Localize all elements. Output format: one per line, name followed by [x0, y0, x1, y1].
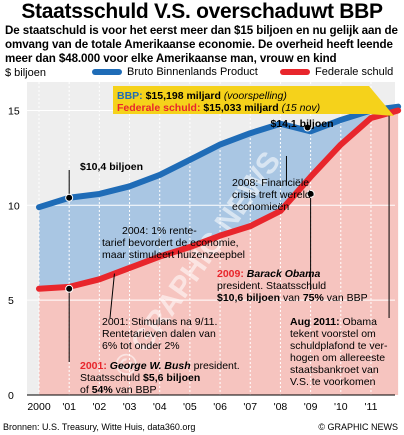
annotation-crisis-2008-line: 2008: Financiële	[232, 177, 309, 189]
info-box-debt: Federale schuld: $15,033 miljard (15 nov…	[117, 102, 320, 114]
annotation-bush-line-1-part-1: George W. Bush	[110, 360, 191, 372]
gdp-area-fill	[39, 106, 399, 289]
info-box-pointer	[369, 86, 394, 116]
legend-gdp-label: Bruto Binnenlands Product	[127, 66, 258, 78]
info-box-debt-part-1: $15,033 miljard	[203, 102, 281, 114]
annotation-rate-2004-line: 2004: 1% rente-	[122, 225, 197, 237]
x-tick-label: '01	[62, 401, 76, 413]
data-marker	[65, 284, 74, 293]
annotation-obama-line-1-part-1: Barack Obama	[247, 268, 321, 280]
annotation-bush-line-1-part-0: 2001:	[80, 360, 110, 372]
legend-debt-label: Federale schuld	[315, 66, 394, 78]
annotation-stimulus-line: 6% tot onder 2%	[102, 340, 180, 352]
annotation-bush-line-3-part-2: van BBP	[113, 384, 157, 396]
annotation-rate-2004-line: maar stimuleert huizenzeepbel	[102, 249, 245, 261]
annotation-aug-2011-line-part-1: Obama	[343, 316, 378, 328]
x-tick-label: '08	[274, 401, 288, 413]
credit-note: © GRAPHIC NEWS	[318, 422, 398, 432]
debt-series-line	[36, 107, 402, 292]
annotation-rate-2004-line: tarief bevordert de economie,	[102, 237, 239, 249]
annotation-obama-line-3-part-0: $10,6 biljoen	[217, 292, 283, 304]
annotation-stimulus-line: 2001: Stimulans na 9/11.	[102, 316, 217, 328]
legend-debt-swatch	[280, 69, 310, 75]
annotation-aug-2011-line: staatsbankroet van	[290, 364, 379, 376]
info-box-gdp-part-1: $15,198 miljard	[146, 90, 224, 102]
annotation-bush-line-3-part-1: 54%	[92, 384, 114, 396]
x-tick-label: '10	[334, 401, 348, 413]
y-tick-label: 5	[8, 295, 14, 307]
y-tick-label: 0	[8, 390, 14, 402]
annotation-bush-line-2-part-1: $5,6 biljoen	[143, 372, 200, 384]
legend-gdp: Bruto Binnenlands Product	[92, 66, 258, 78]
annotation-bush-line-3: of 54% van BBP	[80, 384, 156, 396]
info-box-gdp-part-0: BBP:	[117, 90, 146, 102]
chart-title: Staatsschuld V.S. overschaduwt BBP	[21, 0, 383, 23]
legend-debt: Federale schuld	[280, 66, 393, 78]
annotation-aug-2011-line: Aug 2011: Obama	[290, 316, 377, 328]
leader-stimulus	[109, 273, 115, 319]
data-marker	[306, 189, 315, 198]
annotation-crisis-2008-line: economieën	[232, 201, 289, 213]
annotation-obama-line-1-part-0: 2009:	[217, 268, 247, 280]
source-note: Bronnen: U.S. Treasury, Witte Huis, data…	[3, 422, 196, 432]
annotation-obama-line-2: president. Staatsschuld	[217, 280, 326, 292]
annotation-aug-2011-line: hogen om allereeste	[290, 352, 385, 364]
info-box-gdp: BBP: $15,198 miljard (voorspelling)	[117, 90, 287, 102]
x-tick-label: '02	[93, 401, 107, 413]
annotation-aug-2011-line-part-0: Aug 2011:	[290, 316, 343, 328]
info-box-background	[113, 86, 369, 114]
annotation-gdp-peak: $14,1 biljoen	[270, 118, 333, 130]
x-tick-label: '09	[304, 401, 318, 413]
chart-subtitle: De staatschuld is voor het eerst meer da…	[5, 24, 398, 65]
annotation-bush-line-1-part-2: president.	[191, 360, 240, 372]
legend-gdp-swatch	[92, 69, 122, 75]
annotation-aug-2011-line: schuldplafond te ver-	[290, 340, 388, 352]
annotation-bush-line-3-part-0: of	[80, 384, 92, 396]
annotation-bush-line-2: Staatsschuld $5,6 biljoen	[80, 372, 200, 384]
gdp-series-line	[36, 103, 402, 211]
x-tick-label: '05	[183, 401, 197, 413]
x-tick-label: '03	[123, 401, 137, 413]
y-tick-label: 10	[8, 200, 20, 212]
x-tick-label: 2000	[27, 401, 51, 413]
annotation-obama-line-1: 2009: Barack Obama	[217, 268, 320, 280]
info-box-gdp-part-2: (voorspelling)	[224, 90, 287, 102]
info-box-debt-part-0: Federale schuld:	[117, 102, 203, 114]
annotation-crisis-2008-line: crisis treft wereld-	[232, 189, 315, 201]
annotation-bush-line-1: 2001: George W. Bush president.	[80, 360, 240, 372]
annotation-obama-line-3-part-1: van	[283, 292, 303, 304]
annotation-aug-2011-line: V.S. te voorkomen	[290, 376, 376, 388]
annotation-gdp-2001: $10,4 biljoen	[80, 161, 143, 173]
x-tick-label: '07	[243, 401, 257, 413]
x-tick-label: '11	[365, 401, 378, 413]
annotation-obama-line-3: $10,6 biljoen van 75% van BBP	[217, 292, 368, 304]
info-box-debt-part-2: (15 nov)	[282, 102, 321, 114]
x-tick-label: '04	[153, 401, 167, 413]
annotation-aug-2011-line: tekent voorstel om	[290, 328, 376, 340]
data-marker	[303, 123, 312, 132]
x-tick-label: '06	[213, 401, 227, 413]
annotation-obama-line-3-part-2: 75%	[303, 292, 327, 304]
annotation-stimulus-line: Rentetarieven dalen van	[102, 328, 216, 340]
annotation-bush-line-2-part-0: Staatsschuld	[80, 372, 143, 384]
data-marker	[65, 193, 74, 202]
y-axis-unit: $ biljoen	[5, 67, 46, 79]
y-tick-label: 15	[8, 105, 20, 117]
annotation-obama-line-3-part-3: van BBP	[327, 292, 368, 304]
